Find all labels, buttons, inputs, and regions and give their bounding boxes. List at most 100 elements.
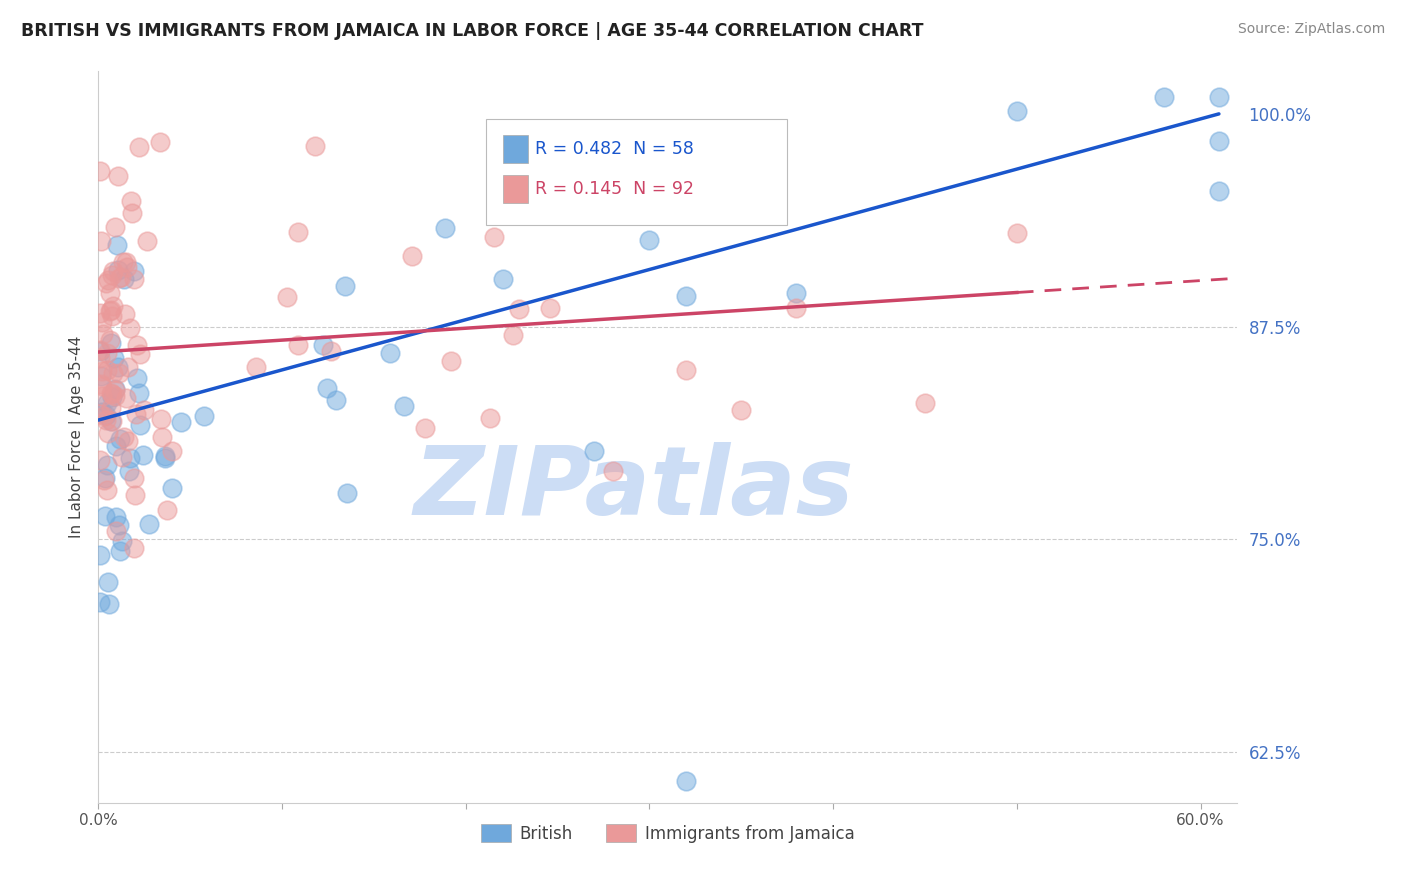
Point (89, 163, 111, 178)
Point (491, 272, 513, 286)
Point (135, 234, 157, 248)
Point (128, 140, 150, 154)
Point (105, 238, 128, 252)
Point (111, 450, 134, 464)
Point (122, 264, 145, 278)
Point (90, 234, 112, 248)
Point (156, 502, 179, 516)
Point (98, 334, 121, 348)
Point (1153, 90, 1175, 104)
Point (1208, 134, 1230, 148)
Point (97, 575, 120, 590)
Point (312, 338, 335, 352)
Point (162, 444, 184, 458)
Point (117, 359, 139, 374)
Point (478, 411, 501, 425)
Point (380, 346, 402, 360)
Point (115, 260, 138, 274)
Point (89, 452, 111, 467)
Point (93, 409, 115, 424)
Point (114, 391, 136, 405)
Point (125, 370, 148, 384)
Point (103, 351, 125, 366)
Point (96, 458, 118, 472)
Point (1208, 184, 1230, 198)
Point (538, 301, 561, 315)
Point (100, 336, 122, 351)
Point (97, 425, 120, 440)
Point (111, 534, 134, 549)
Point (138, 516, 160, 531)
Point (335, 486, 357, 500)
Point (517, 176, 540, 190)
Point (304, 139, 326, 153)
Point (89, 305, 111, 319)
Point (91, 364, 114, 378)
Point (110, 543, 132, 558)
Point (89, 595, 111, 609)
Point (104, 383, 127, 397)
Text: R = 0.145  N = 92: R = 0.145 N = 92 (534, 180, 693, 198)
Point (413, 421, 436, 435)
Text: Source: ZipAtlas.com: Source: ZipAtlas.com (1237, 22, 1385, 37)
Point (96, 363, 118, 377)
Point (90, 389, 112, 403)
Point (100, 390, 122, 404)
Point (1208, 90, 1230, 104)
Point (94, 408, 117, 422)
Point (118, 464, 141, 478)
Point (100, 414, 122, 428)
Point (100, 387, 122, 401)
Bar (503, 175, 527, 203)
Point (129, 417, 152, 432)
Point (100, 401, 122, 415)
Point (118, 451, 141, 466)
Point (100, 286, 122, 301)
Y-axis label: In Labor Force | Age 35-44: In Labor Force | Age 35-44 (69, 336, 84, 538)
Point (101, 414, 124, 428)
Point (132, 448, 155, 462)
Bar (503, 135, 527, 163)
Point (107, 263, 129, 277)
Point (583, 443, 606, 458)
Point (90, 376, 112, 391)
Point (730, 402, 752, 417)
Point (118, 320, 141, 334)
Point (107, 169, 129, 184)
Point (508, 301, 530, 316)
Point (101, 264, 124, 278)
Point (107, 270, 129, 285)
Point (89, 351, 111, 366)
Point (93, 471, 115, 485)
Point (104, 524, 127, 539)
Point (440, 354, 463, 368)
Text: R = 0.482  N = 58: R = 0.482 N = 58 (534, 140, 693, 158)
Point (96, 395, 118, 409)
Point (112, 430, 135, 444)
Point (134, 402, 156, 417)
Point (101, 309, 124, 323)
Point (104, 439, 127, 453)
Point (1005, 227, 1028, 241)
Point (112, 255, 135, 269)
Point (108, 366, 131, 380)
Point (89, 344, 111, 359)
Point (104, 383, 127, 397)
Point (117, 434, 139, 449)
Point (100, 302, 122, 317)
Point (94, 509, 117, 524)
Point (392, 399, 415, 413)
Point (675, 289, 697, 303)
Point (150, 430, 173, 444)
Point (287, 338, 309, 352)
Point (434, 221, 457, 235)
Point (153, 450, 176, 465)
Point (245, 360, 267, 375)
Point (108, 433, 131, 447)
Point (319, 344, 342, 359)
Point (122, 470, 145, 484)
Point (93, 473, 115, 487)
Point (125, 408, 148, 422)
Point (401, 249, 423, 263)
Point (484, 229, 506, 244)
